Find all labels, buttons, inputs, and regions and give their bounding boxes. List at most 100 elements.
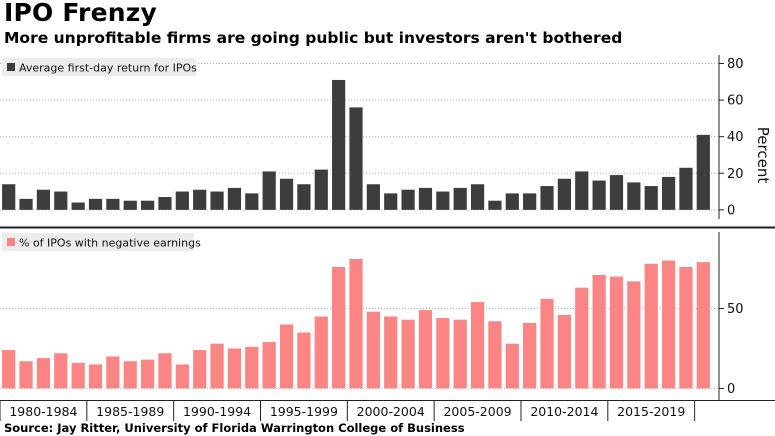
bottom-bar [123, 361, 137, 389]
top-bar [71, 202, 85, 210]
bottom-bar [279, 324, 294, 389]
top-y-tick-label: 80 [727, 57, 744, 72]
bottom-bar [661, 260, 676, 389]
top-bar [557, 178, 571, 210]
bottom-bar [297, 332, 311, 389]
bottom-bar [158, 353, 172, 389]
top-bar [193, 189, 207, 210]
bottom-bar [575, 287, 589, 389]
bottom-bar [71, 362, 85, 389]
bottom-bar [210, 343, 224, 389]
top-y-axis-label: Percent [754, 127, 772, 184]
bottom-bar [245, 346, 259, 389]
bottom-bar [106, 356, 120, 389]
bottom-bar [175, 364, 189, 389]
top-bar [436, 191, 450, 210]
top-bar [349, 107, 363, 210]
top-bar [36, 189, 51, 210]
bottom-bar [141, 359, 155, 389]
top-bar [227, 187, 242, 210]
top-bar [19, 198, 33, 210]
top-y-ticks: 0 20 40 60 80 [719, 57, 744, 218]
x-category-label: 2010-2014 [530, 404, 598, 419]
bottom-legend-swatch [7, 238, 15, 246]
top-bar [592, 180, 606, 210]
bottom-legend: % of IPOs with negative earnings [2, 233, 201, 251]
top-bar [366, 184, 380, 210]
bottom-bar [36, 358, 51, 389]
top-bar [332, 79, 346, 210]
top-bar [262, 171, 276, 210]
top-bar [401, 189, 415, 210]
top-bar [54, 191, 68, 210]
top-bars [2, 79, 710, 210]
top-bar [141, 200, 155, 210]
top-y-tick-label: 40 [727, 130, 744, 145]
bottom-legend-label: % of IPOs with negative earnings [19, 237, 201, 250]
x-category-label: 1980-1984 [9, 404, 77, 419]
bottom-bar [54, 353, 68, 389]
top-bar [696, 134, 710, 210]
bottom-bar [418, 310, 433, 389]
x-category-label: 2000-2004 [357, 404, 425, 419]
bottom-bar [696, 262, 710, 389]
top-bar [644, 186, 658, 210]
top-bar [523, 193, 537, 210]
bottom-bar [2, 350, 16, 389]
bottom-bar [314, 316, 328, 389]
bottom-bar [349, 258, 363, 389]
top-bar [661, 176, 676, 210]
x-category-labels: 1980-1984 1985-1989 1990-1994 1995-1999 2000… [0, 400, 696, 421]
bottom-y-ticks: 0 50 [719, 302, 744, 397]
top-bar [245, 193, 259, 210]
top-bar [158, 197, 172, 210]
bottom-bar [193, 350, 207, 389]
top-bar [627, 182, 641, 210]
top-bar [175, 191, 189, 210]
bottom-bars [2, 258, 710, 389]
bottom-bar [366, 311, 380, 389]
top-bar [88, 198, 103, 210]
top-bar [609, 175, 624, 210]
top-bar [470, 184, 485, 210]
bottom-y-tick-label: 50 [727, 302, 744, 317]
top-bar [297, 184, 311, 210]
top-bar [106, 198, 120, 210]
chart-subtitle: More unprofitable firms are going public… [4, 29, 623, 47]
x-category-label: 2015-2019 [617, 404, 685, 419]
top-bar [418, 187, 433, 210]
bottom-bar [505, 343, 519, 389]
top-legend-swatch [7, 63, 15, 71]
x-category-label: 1990-1994 [183, 404, 251, 419]
bottom-bar [470, 302, 485, 389]
top-bar [384, 193, 398, 210]
bottom-bar [332, 266, 346, 389]
bottom-bar [262, 342, 276, 389]
top-legend: Average first-day return for IPOs [2, 58, 197, 76]
top-bar [575, 171, 589, 210]
bottom-bar [540, 298, 554, 389]
x-category-label: 1995-1999 [270, 404, 338, 419]
bottom-bar [19, 361, 33, 389]
x-category-label: 2005-2009 [443, 404, 511, 419]
top-y-tick-label: 60 [727, 94, 744, 109]
bottom-legend-box [2, 233, 194, 251]
top-bar [453, 187, 467, 210]
top-bar [279, 178, 294, 210]
bottom-bar [453, 319, 467, 389]
top-bar [123, 200, 137, 210]
top-legend-box [2, 58, 196, 76]
top-bar [488, 200, 502, 210]
top-y-tick-label: 20 [727, 167, 744, 182]
top-bar [505, 193, 519, 210]
bottom-bar [384, 316, 398, 389]
top-bar [2, 184, 16, 210]
x-category-label: 1985-1989 [96, 404, 164, 419]
bottom-bar [609, 276, 624, 389]
top-y-tick-label: 0 [727, 203, 735, 218]
top-bar [679, 167, 693, 210]
bottom-bar [88, 364, 103, 389]
bottom-bar [592, 274, 606, 389]
bottom-bar [523, 322, 537, 389]
